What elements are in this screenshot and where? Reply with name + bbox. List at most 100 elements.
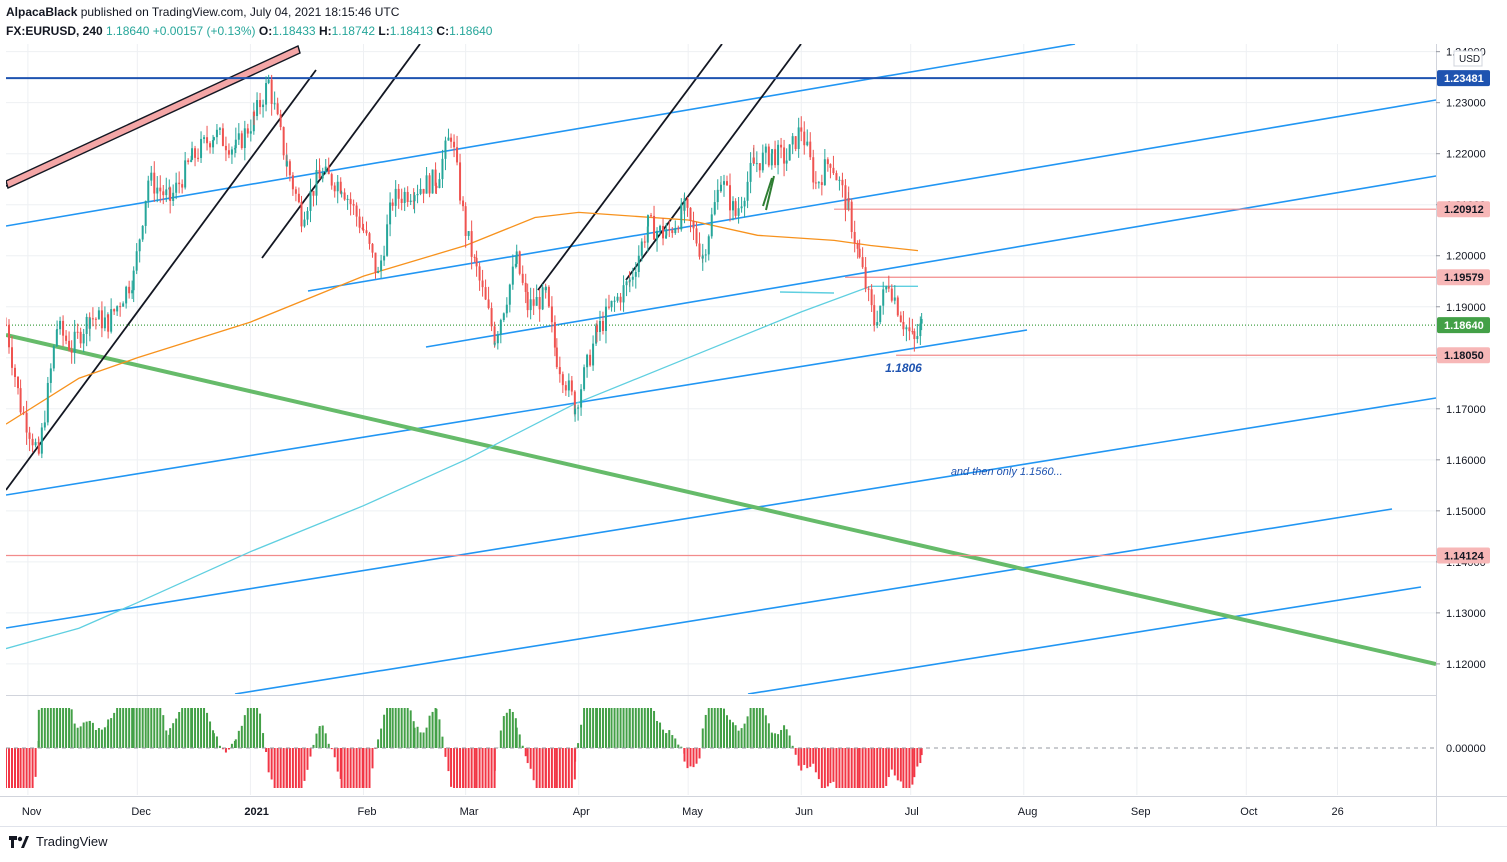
time-axis-label: Nov	[22, 806, 42, 818]
candle-body	[107, 314, 110, 332]
candle-body	[535, 296, 538, 306]
candle-body	[561, 374, 564, 386]
candle-body	[70, 349, 73, 353]
candle-body	[8, 324, 10, 348]
oscillator-bar	[265, 748, 268, 752]
oscillator-bar	[52, 708, 55, 748]
oscillator-bar	[902, 748, 905, 788]
candle-body	[110, 309, 113, 332]
oscillator-bar	[262, 733, 265, 748]
oscillator-bar	[467, 748, 470, 788]
candle-body	[867, 288, 870, 290]
candles-layer	[6, 74, 923, 459]
oscillator-bar	[720, 708, 722, 748]
candle-body	[547, 286, 550, 307]
time-axis-label: Feb	[358, 806, 377, 818]
candle-body	[656, 230, 659, 240]
candle-body	[282, 127, 285, 156]
candle-body	[856, 243, 859, 249]
candle-body	[17, 377, 19, 389]
candle-body	[132, 270, 135, 291]
oscillator-bar	[209, 721, 212, 748]
oscillator-bar	[309, 748, 312, 757]
candle-body	[435, 185, 438, 188]
oscillator-bar	[37, 709, 40, 748]
oscillator-bar	[882, 748, 885, 788]
oscillator-bar	[49, 708, 52, 748]
candle-body	[803, 131, 806, 146]
currency-box[interactable]	[1453, 50, 1483, 67]
candle-body	[52, 346, 55, 369]
oscillator-bar	[873, 748, 876, 788]
candle-body	[515, 251, 518, 264]
candle-body	[218, 128, 221, 130]
oscillator-bar	[671, 735, 674, 748]
oscillator-bar	[547, 748, 550, 788]
oscillator-bar	[422, 732, 425, 748]
candle-body	[625, 281, 628, 286]
oscillator-bar	[46, 708, 49, 748]
oscillator-bar	[159, 708, 162, 748]
black-trend-line	[625, 44, 802, 281]
candle-body	[847, 198, 850, 202]
candle-body	[885, 286, 888, 290]
candle-body	[844, 185, 847, 210]
candle-body	[680, 203, 683, 230]
oscillator-bar	[595, 708, 598, 748]
oscillator-bar	[65, 708, 68, 748]
candle-body	[456, 147, 459, 163]
annotation-level-label: 1.1806	[885, 361, 922, 375]
candle-body	[604, 306, 607, 332]
candle-body	[832, 167, 835, 174]
candle-body	[82, 333, 85, 344]
candle-body	[800, 127, 803, 132]
candle-body	[327, 166, 330, 175]
candle-body	[191, 148, 194, 160]
oscillator-bar	[447, 748, 450, 772]
oscillator-bar	[128, 708, 131, 748]
oscillator-bar	[246, 708, 249, 748]
candle-body	[553, 322, 556, 348]
candle-body	[809, 141, 812, 158]
symbol-label[interactable]: FX:EURUSD, 240	[6, 24, 103, 38]
candle-body	[647, 215, 650, 227]
candle-body	[113, 309, 116, 312]
candle-body	[34, 442, 37, 446]
oscillator-bar	[544, 748, 547, 788]
oscillator-bar	[169, 728, 172, 748]
low-value: 1.18413	[389, 24, 434, 38]
oscillator-bar	[178, 712, 181, 748]
candle-body	[838, 179, 841, 181]
candle-body	[737, 208, 740, 216]
oscillator-bar	[470, 748, 473, 788]
candle-body	[237, 133, 240, 140]
candle-body	[861, 257, 864, 268]
candle-body	[178, 182, 181, 185]
candle-body	[209, 143, 212, 148]
candle-body	[771, 149, 774, 154]
candle-body	[601, 320, 604, 332]
time-axis-label: 26	[1332, 806, 1344, 818]
author-name[interactable]: AlpacaBlack	[6, 5, 78, 19]
oscillator-bar	[324, 733, 327, 748]
candle-body	[905, 327, 908, 330]
candle-body	[76, 331, 79, 333]
oscillator-bar	[752, 708, 755, 748]
candle-body	[22, 412, 25, 414]
candle-body	[343, 192, 346, 200]
oscillator-bar	[791, 745, 794, 748]
candle-body	[361, 227, 364, 230]
oscillator-bar	[680, 746, 683, 748]
candle-body	[893, 297, 896, 301]
candle-body	[249, 131, 252, 134]
oscillator-bar	[85, 721, 88, 748]
candle-body	[720, 184, 722, 192]
oscillator-bar	[861, 748, 864, 788]
candle-body	[692, 220, 695, 229]
red-channel-band	[6, 45, 301, 189]
tradingview-logo-icon	[8, 835, 30, 849]
tradingview-footer[interactable]: TradingView	[8, 834, 108, 849]
oscillator-bar	[683, 748, 686, 762]
candle-body	[276, 103, 279, 115]
